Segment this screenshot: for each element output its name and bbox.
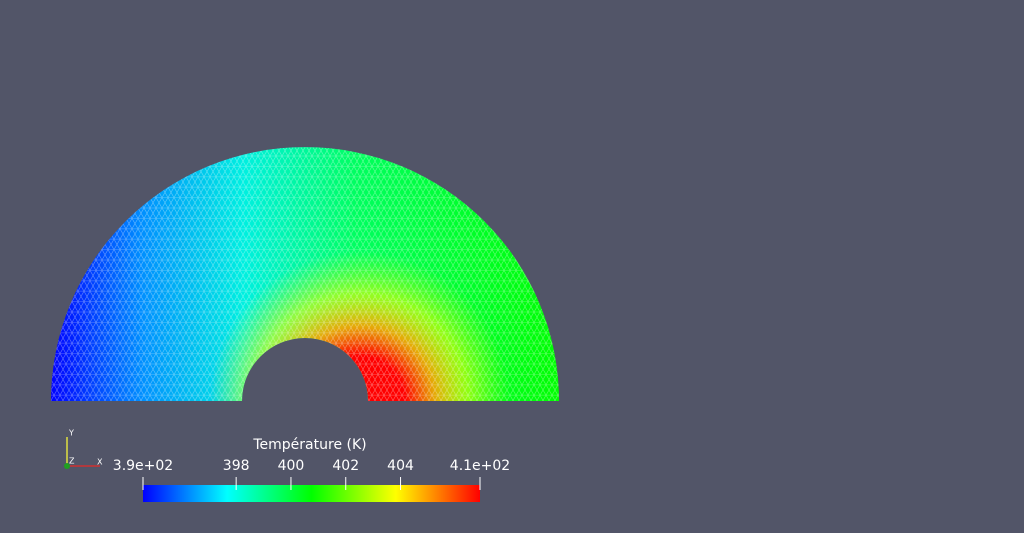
colorbar-tick-label: 3.9e+02: [113, 458, 173, 474]
axis-x-label: X: [97, 458, 103, 467]
colorbar-tick-label: 398: [223, 458, 250, 474]
colorbar-tick-label: 404: [387, 458, 414, 474]
colorbar-title: Température (K): [252, 437, 366, 453]
axis-z-label: Z: [69, 457, 75, 466]
colorbar-tick-label: 4.1e+02: [450, 458, 510, 474]
colorbar: [143, 485, 480, 502]
axis-y-label: Y: [68, 429, 74, 438]
orientation-axes: Y X Z: [64, 429, 103, 469]
mesh-domain: [51, 147, 559, 401]
colorbar-tick-label: 400: [278, 458, 305, 474]
colorbar-tick-label: 402: [332, 458, 359, 474]
